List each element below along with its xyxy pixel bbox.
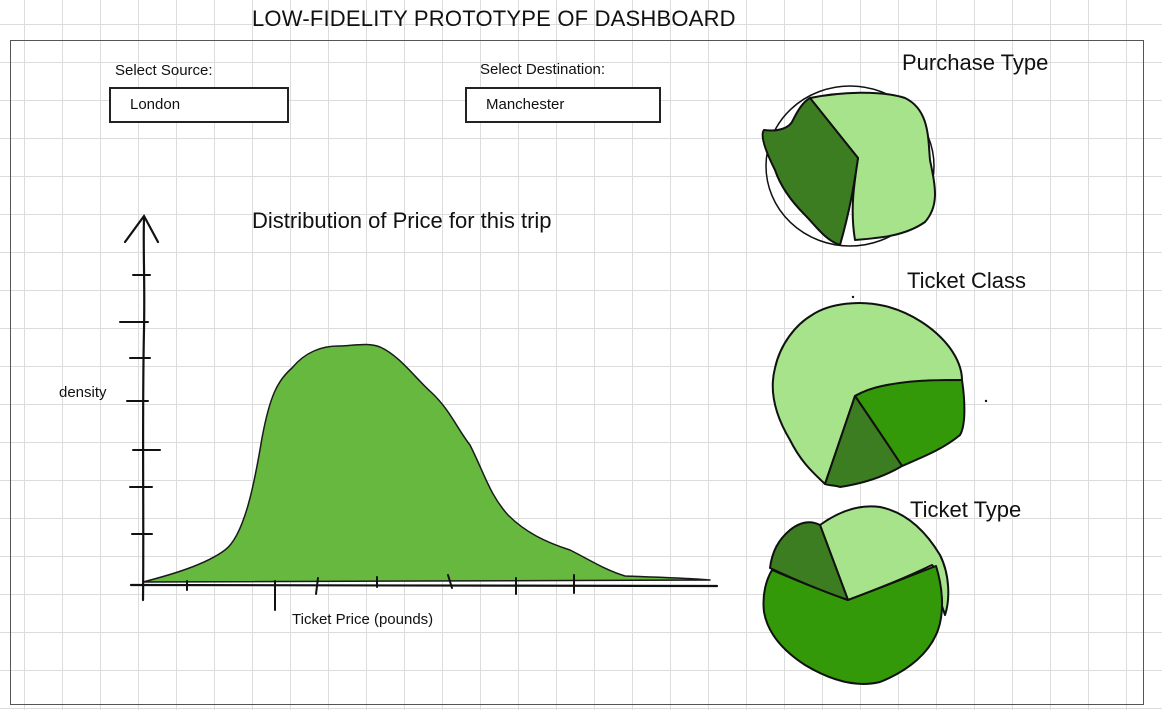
ticket-type-title: Ticket Type: [910, 497, 1022, 522]
purchase-type-title: Purchase Type: [902, 50, 1049, 75]
destination-label: Select Destination:: [480, 61, 606, 78]
x-axis-label: Ticket Price (pounds): [292, 611, 434, 628]
page-title: LOW-FIDELITY PROTOTYPE OF DASHBOARD: [252, 6, 736, 31]
x-axis-ticks: [186, 574, 575, 611]
ticket-type-slice-2: [762, 565, 944, 685]
dashboard-frame: [10, 40, 1144, 705]
source-label: Select Source:: [115, 62, 213, 79]
y-axis: [123, 213, 160, 602]
ticket-class-slice-3: [824, 395, 903, 488]
x-axis: [129, 583, 719, 588]
ticket-type-slice-1: [819, 505, 950, 616]
y-axis-ticks: [119, 274, 161, 535]
purchase-type-pie: [761, 85, 936, 247]
density-area: [142, 343, 711, 583]
ticket-class-pie: [771, 295, 988, 488]
ticket-class-title: Ticket Class: [907, 268, 1026, 293]
y-axis-label: density: [59, 384, 107, 401]
ticket-type-pie: [762, 505, 950, 685]
destination-select[interactable]: Manchester: [465, 87, 661, 123]
density-chart-title: Distribution of Price for this trip: [252, 208, 552, 233]
purchase-type-slice-2: [761, 97, 859, 246]
source-select[interactable]: London: [109, 87, 289, 123]
ticket-type-slice-3: [769, 521, 849, 601]
